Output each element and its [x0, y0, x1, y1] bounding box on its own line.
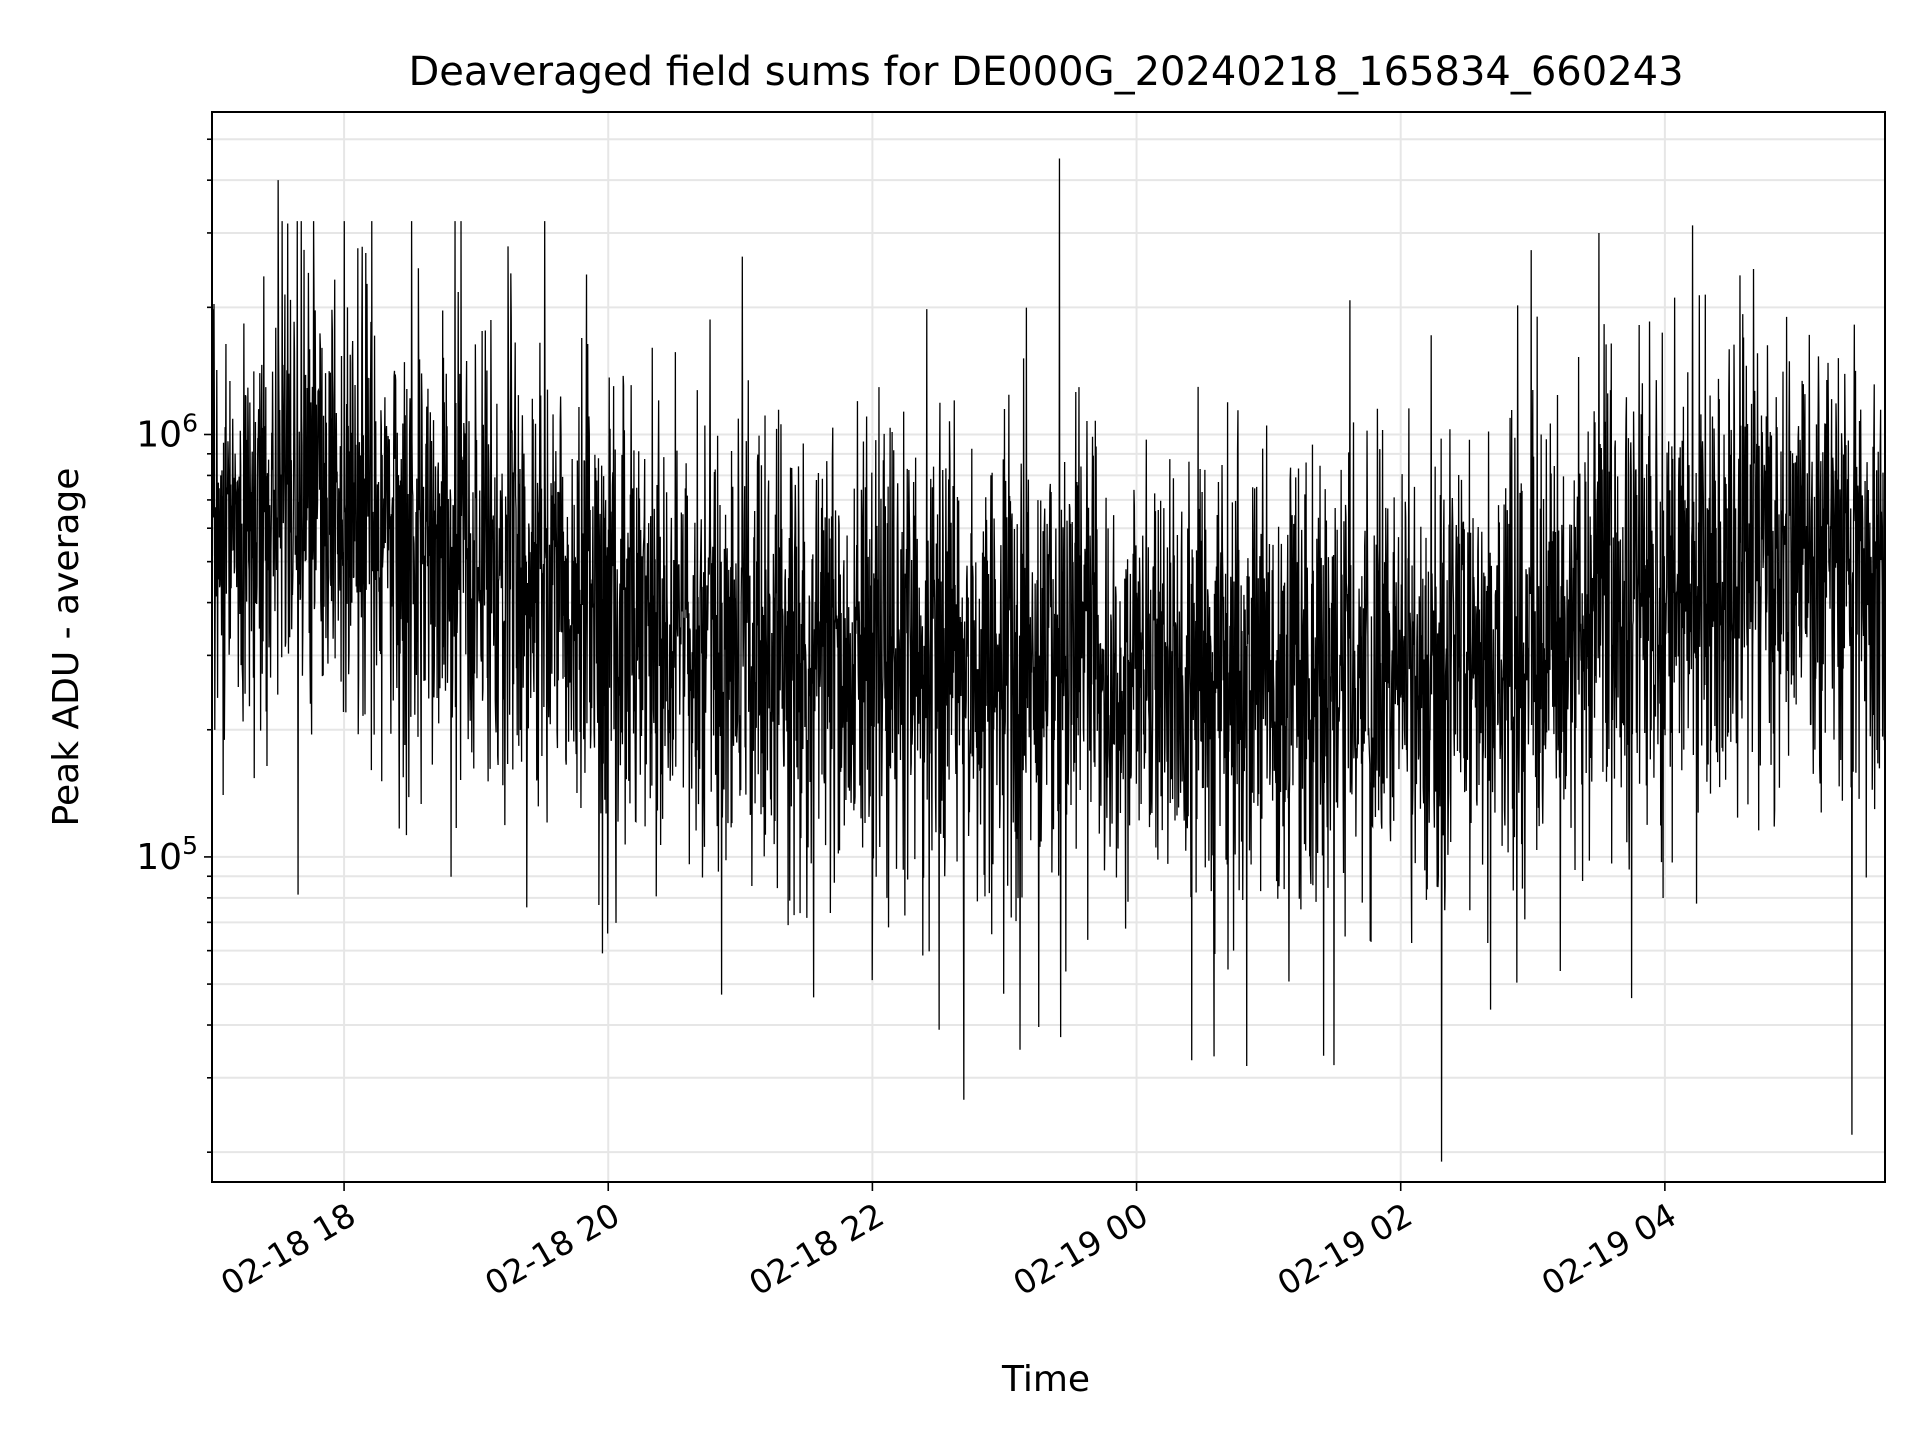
series-line [212, 158, 1885, 1162]
y-tick-label: 105 [136, 831, 198, 878]
y-axis-ticks: 105 106 [136, 138, 212, 1153]
data-series [212, 158, 1885, 1162]
plot-frame [211, 111, 1886, 1183]
x-axis-label: Time [1001, 1359, 1090, 1400]
chart-title: Deaveraged field sums for DE000G_2024021… [408, 49, 1683, 95]
y-axis-label: Peak ADU - average [46, 468, 87, 827]
y-tick-label: 106 [136, 408, 198, 455]
